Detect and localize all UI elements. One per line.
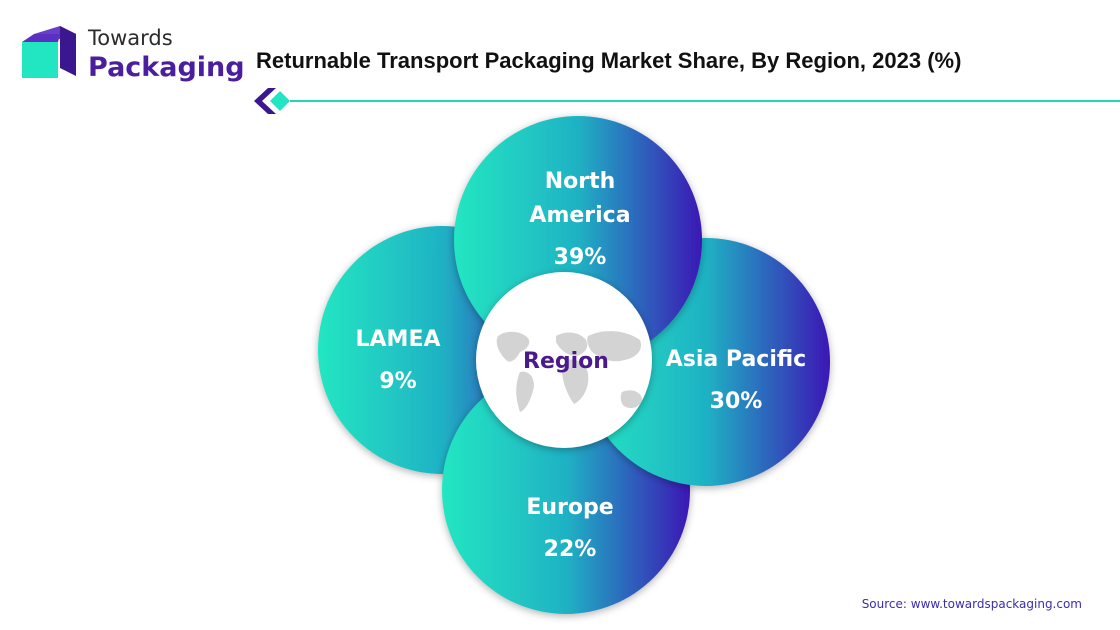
label-lamea: LAMEA <box>356 327 441 352</box>
brand-line-2: Packaging <box>88 52 245 83</box>
logo-cube-icon <box>22 26 76 78</box>
diamond-icon <box>270 91 290 111</box>
center-region-circle: Region <box>476 272 652 448</box>
label-europe: Europe <box>526 495 613 520</box>
label-asia-pacific: Asia Pacific <box>666 347 806 372</box>
center-label: Region <box>523 349 609 374</box>
value-lamea: 9% <box>379 369 416 394</box>
value-europe: 22% <box>544 537 597 562</box>
chart-title: Returnable Transport Packaging Market Sh… <box>256 48 962 73</box>
label-north-america: America <box>529 203 630 228</box>
value-asia-pacific: 30% <box>710 389 763 414</box>
world-map-icon <box>496 331 642 412</box>
chevron-left-icon <box>254 88 276 114</box>
title-divider <box>254 88 1120 114</box>
source-note: Source: www.towardspackaging.com <box>861 597 1082 611</box>
brand-logo: Towards Packaging <box>20 24 250 88</box>
label-north-america: North <box>545 169 616 194</box>
brand-line-1: Towards <box>88 26 173 50</box>
value-north-america: 39% <box>554 245 607 270</box>
